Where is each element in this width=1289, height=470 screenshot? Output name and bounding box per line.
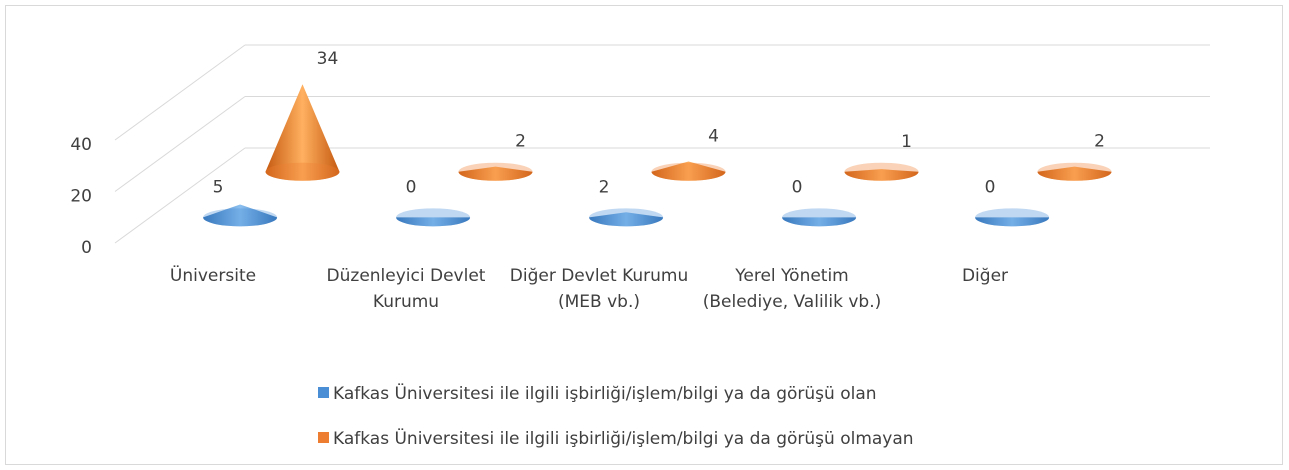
cone — [651, 161, 726, 181]
cone-part — [589, 208, 664, 227]
data-label: 0 — [985, 177, 996, 197]
cone-part — [651, 162, 726, 181]
grid-line — [114, 147, 246, 244]
cone-part — [782, 208, 857, 227]
cone-part — [844, 162, 919, 181]
data-label: 1 — [901, 132, 912, 152]
cone-part — [1037, 162, 1112, 181]
x-tick-label: Düzenleyici Devlet Kurumu — [326, 266, 486, 312]
cone-part — [203, 204, 278, 227]
x-tick-label: Yerel Yönetim (Belediye, Valilik vb.) — [702, 266, 882, 312]
cone — [396, 208, 471, 227]
data-label: 0 — [792, 177, 803, 197]
x-tick-label: Diğer — [961, 266, 1009, 286]
cone-part — [844, 169, 919, 181]
cone-part — [396, 208, 471, 227]
y-tick-label: 20 — [70, 187, 92, 207]
legend-marker — [318, 387, 329, 398]
grid-line — [114, 96, 246, 192]
cone-part — [589, 212, 664, 227]
cone-part — [203, 208, 278, 227]
cone — [975, 208, 1050, 227]
cone — [589, 208, 664, 227]
cone — [1037, 162, 1112, 181]
data-label: 0 — [406, 177, 417, 197]
cone-part — [782, 217, 857, 227]
cone-part — [975, 208, 1050, 227]
y-tick-label: 40 — [70, 135, 92, 155]
legend-label: Kafkas Üniversitesi ile ilgili işbirliği… — [333, 382, 877, 404]
x-tick-label: Diğer Devlet Kurumu (MEB vb.) — [509, 266, 689, 312]
cone — [203, 204, 278, 227]
cone-part — [458, 162, 533, 181]
cone-part — [265, 162, 340, 181]
cone — [458, 162, 533, 181]
cone — [265, 84, 340, 181]
cone-part — [975, 217, 1050, 227]
x-tick-label: Üniversite — [169, 266, 257, 286]
legend-marker — [318, 432, 329, 443]
grid-line — [114, 44, 246, 141]
data-label: 34 — [317, 49, 339, 69]
cone-part — [651, 161, 726, 181]
data-label: 2 — [1094, 132, 1105, 152]
data-label: 4 — [708, 126, 719, 146]
cone — [844, 162, 919, 181]
y-tick-label: 0 — [81, 238, 92, 258]
data-label: 2 — [515, 132, 526, 152]
data-label: 2 — [599, 177, 610, 197]
cone-part — [458, 166, 533, 181]
chart-border — [5, 5, 1283, 465]
legend-label: Kafkas Üniversitesi ile ilgili işbirliği… — [333, 427, 914, 449]
cone — [782, 208, 857, 227]
data-label: 5 — [213, 177, 224, 197]
cone-part — [1037, 166, 1112, 181]
cone-part — [265, 84, 340, 181]
cone-part — [396, 217, 471, 227]
